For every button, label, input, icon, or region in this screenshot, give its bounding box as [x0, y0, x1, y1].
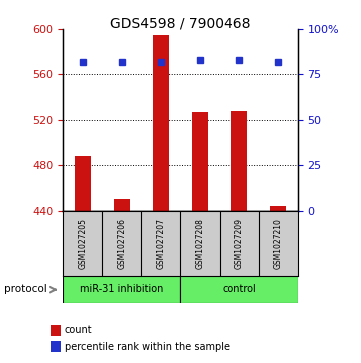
Text: GSM1027205: GSM1027205 — [78, 218, 87, 269]
Text: GDS4598 / 7900468: GDS4598 / 7900468 — [110, 16, 251, 30]
Bar — [51, 341, 61, 352]
FancyBboxPatch shape — [63, 276, 180, 303]
Bar — [51, 325, 61, 336]
Text: percentile rank within the sample: percentile rank within the sample — [65, 342, 230, 352]
Text: GSM1027209: GSM1027209 — [235, 218, 244, 269]
Text: control: control — [222, 285, 256, 294]
Text: protocol: protocol — [4, 284, 46, 294]
Text: GSM1027210: GSM1027210 — [274, 218, 283, 269]
Bar — [114, 199, 130, 211]
Bar — [192, 112, 208, 211]
Bar — [231, 111, 247, 211]
FancyBboxPatch shape — [180, 276, 298, 303]
Bar — [153, 35, 169, 211]
Text: miR-31 inhibition: miR-31 inhibition — [80, 285, 164, 294]
Bar — [75, 156, 91, 211]
Text: GSM1027208: GSM1027208 — [196, 218, 205, 269]
Text: GSM1027207: GSM1027207 — [156, 218, 165, 269]
Text: GSM1027206: GSM1027206 — [117, 218, 126, 269]
Bar — [270, 206, 286, 211]
Text: count: count — [65, 325, 93, 335]
